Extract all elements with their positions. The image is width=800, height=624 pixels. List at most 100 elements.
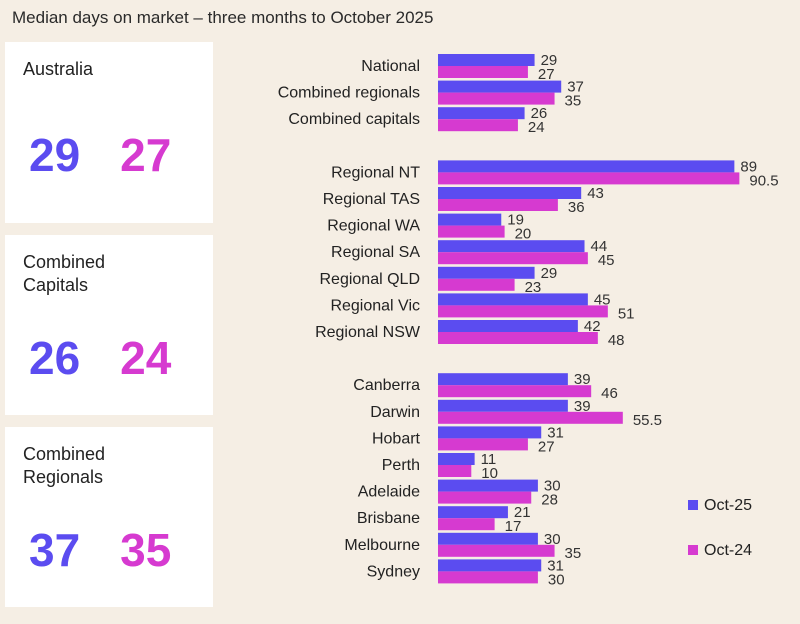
bar-oct-24 <box>438 518 495 531</box>
category-label: Regional NSW <box>315 324 421 341</box>
bar-oct-25 <box>438 506 508 519</box>
bar-oct-24 <box>438 332 598 344</box>
bar-oct-25 <box>438 240 585 253</box>
data-label: 46 <box>601 385 618 402</box>
data-label: 28 <box>541 492 558 509</box>
bar-oct-25 <box>438 293 588 306</box>
bar-oct-24 <box>438 465 472 477</box>
data-label: 29 <box>541 52 558 69</box>
bar-oct-25 <box>438 213 502 226</box>
bar-oct-24 <box>438 172 740 185</box>
card-australia: Australia 29 27 <box>5 42 213 223</box>
bar-oct-25 <box>438 532 538 545</box>
card-combined-capitals: Combined Capitals 26 24 <box>5 235 213 415</box>
data-label: 27 <box>538 438 555 455</box>
category-label: Regional TAS <box>323 191 420 208</box>
bar-oct-24 <box>438 225 505 238</box>
data-label: 42 <box>584 318 601 335</box>
category-label: Regional QLD <box>320 271 421 288</box>
data-label: 36 <box>568 199 585 216</box>
bar-oct-24 <box>438 278 515 291</box>
bar-oct-25 <box>438 80 562 93</box>
bar-oct-25 <box>438 559 542 572</box>
category-label: National <box>361 58 420 75</box>
bar-oct-25 <box>438 107 525 120</box>
card-value-oct24: 24 <box>120 332 172 384</box>
data-label: 23 <box>525 279 542 296</box>
data-label: 48 <box>608 332 625 349</box>
bar-oct-24 <box>438 66 528 78</box>
category-label: Combined capitals <box>288 111 420 128</box>
data-label: 90.5 <box>749 172 778 189</box>
bar-oct-24 <box>438 199 558 211</box>
bar-oct-25 <box>438 320 578 332</box>
bar-oct-24 <box>438 92 555 105</box>
data-label: 17 <box>505 518 522 535</box>
data-label: 19 <box>507 212 524 229</box>
data-label: 10 <box>481 465 498 482</box>
legend-swatch <box>688 545 698 555</box>
data-label: 45 <box>594 291 611 308</box>
card-value-oct25: 29 <box>29 129 81 181</box>
data-label: 11 <box>481 451 497 468</box>
bar-oct-25 <box>438 479 538 492</box>
data-label: 24 <box>528 119 545 136</box>
bar-oct-25 <box>438 373 568 386</box>
bar-oct-25 <box>438 426 542 439</box>
data-label: 31 <box>547 557 564 574</box>
bar-oct-25 <box>438 54 535 66</box>
category-label: Sydney <box>367 563 420 580</box>
category-label: Regional SA <box>331 244 420 261</box>
category-label: Regional WA <box>327 218 420 235</box>
card-label: Combined Capitals <box>23 252 106 295</box>
card-combined-regionals: Combined Regionals 37 35 <box>5 427 213 607</box>
data-label: 21 <box>514 504 531 521</box>
bar-oct-24 <box>438 411 623 424</box>
data-label: 31 <box>547 424 564 441</box>
bar-oct-24 <box>438 544 555 557</box>
bar-oct-25 <box>438 160 735 173</box>
data-label: 39 <box>574 371 591 388</box>
bar-oct-24 <box>438 252 588 265</box>
category-label: Hobart <box>372 430 421 447</box>
category-label: Combined regionals <box>278 85 420 102</box>
bar-oct-24 <box>438 385 592 398</box>
data-label: 89 <box>740 158 757 175</box>
data-label: 27 <box>538 66 555 83</box>
legend-label: Oct-24 <box>704 542 752 559</box>
data-label: 30 <box>544 531 561 548</box>
data-label: 37 <box>567 79 584 96</box>
bar-oct-24 <box>438 571 538 584</box>
bar-oct-25 <box>438 187 582 199</box>
bar-oct-24 <box>438 119 518 132</box>
category-label: Perth <box>382 457 420 474</box>
category-label: Regional NT <box>331 164 420 181</box>
data-label: 39 <box>574 398 591 415</box>
category-label: Canberra <box>353 377 420 394</box>
bar-oct-24 <box>438 438 528 451</box>
data-label: 44 <box>591 238 608 255</box>
bar-oct-25 <box>438 266 535 279</box>
bar-oct-25 <box>438 453 475 465</box>
card-label: Australia <box>23 59 94 79</box>
card-value-oct24: 27 <box>120 129 172 181</box>
data-label: 30 <box>548 571 565 588</box>
data-label: 35 <box>565 545 582 562</box>
category-label: Melbourne <box>344 537 420 554</box>
category-label: Adelaide <box>358 484 420 501</box>
data-label: 26 <box>531 105 548 122</box>
card-value-oct25: 26 <box>29 332 81 384</box>
legend-swatch <box>688 500 698 510</box>
category-label: Darwin <box>370 404 420 421</box>
data-label: 51 <box>618 305 635 322</box>
card-value-oct25: 37 <box>29 524 81 576</box>
legend-label: Oct-25 <box>704 497 752 514</box>
data-label: 43 <box>587 185 604 202</box>
category-label: Brisbane <box>357 510 420 527</box>
chart-title: Median days on market – three months to … <box>12 8 434 27</box>
data-label: 35 <box>565 93 582 110</box>
card-label: Combined Regionals <box>23 444 106 487</box>
bar-oct-25 <box>438 399 568 412</box>
data-label: 55.5 <box>633 412 662 429</box>
